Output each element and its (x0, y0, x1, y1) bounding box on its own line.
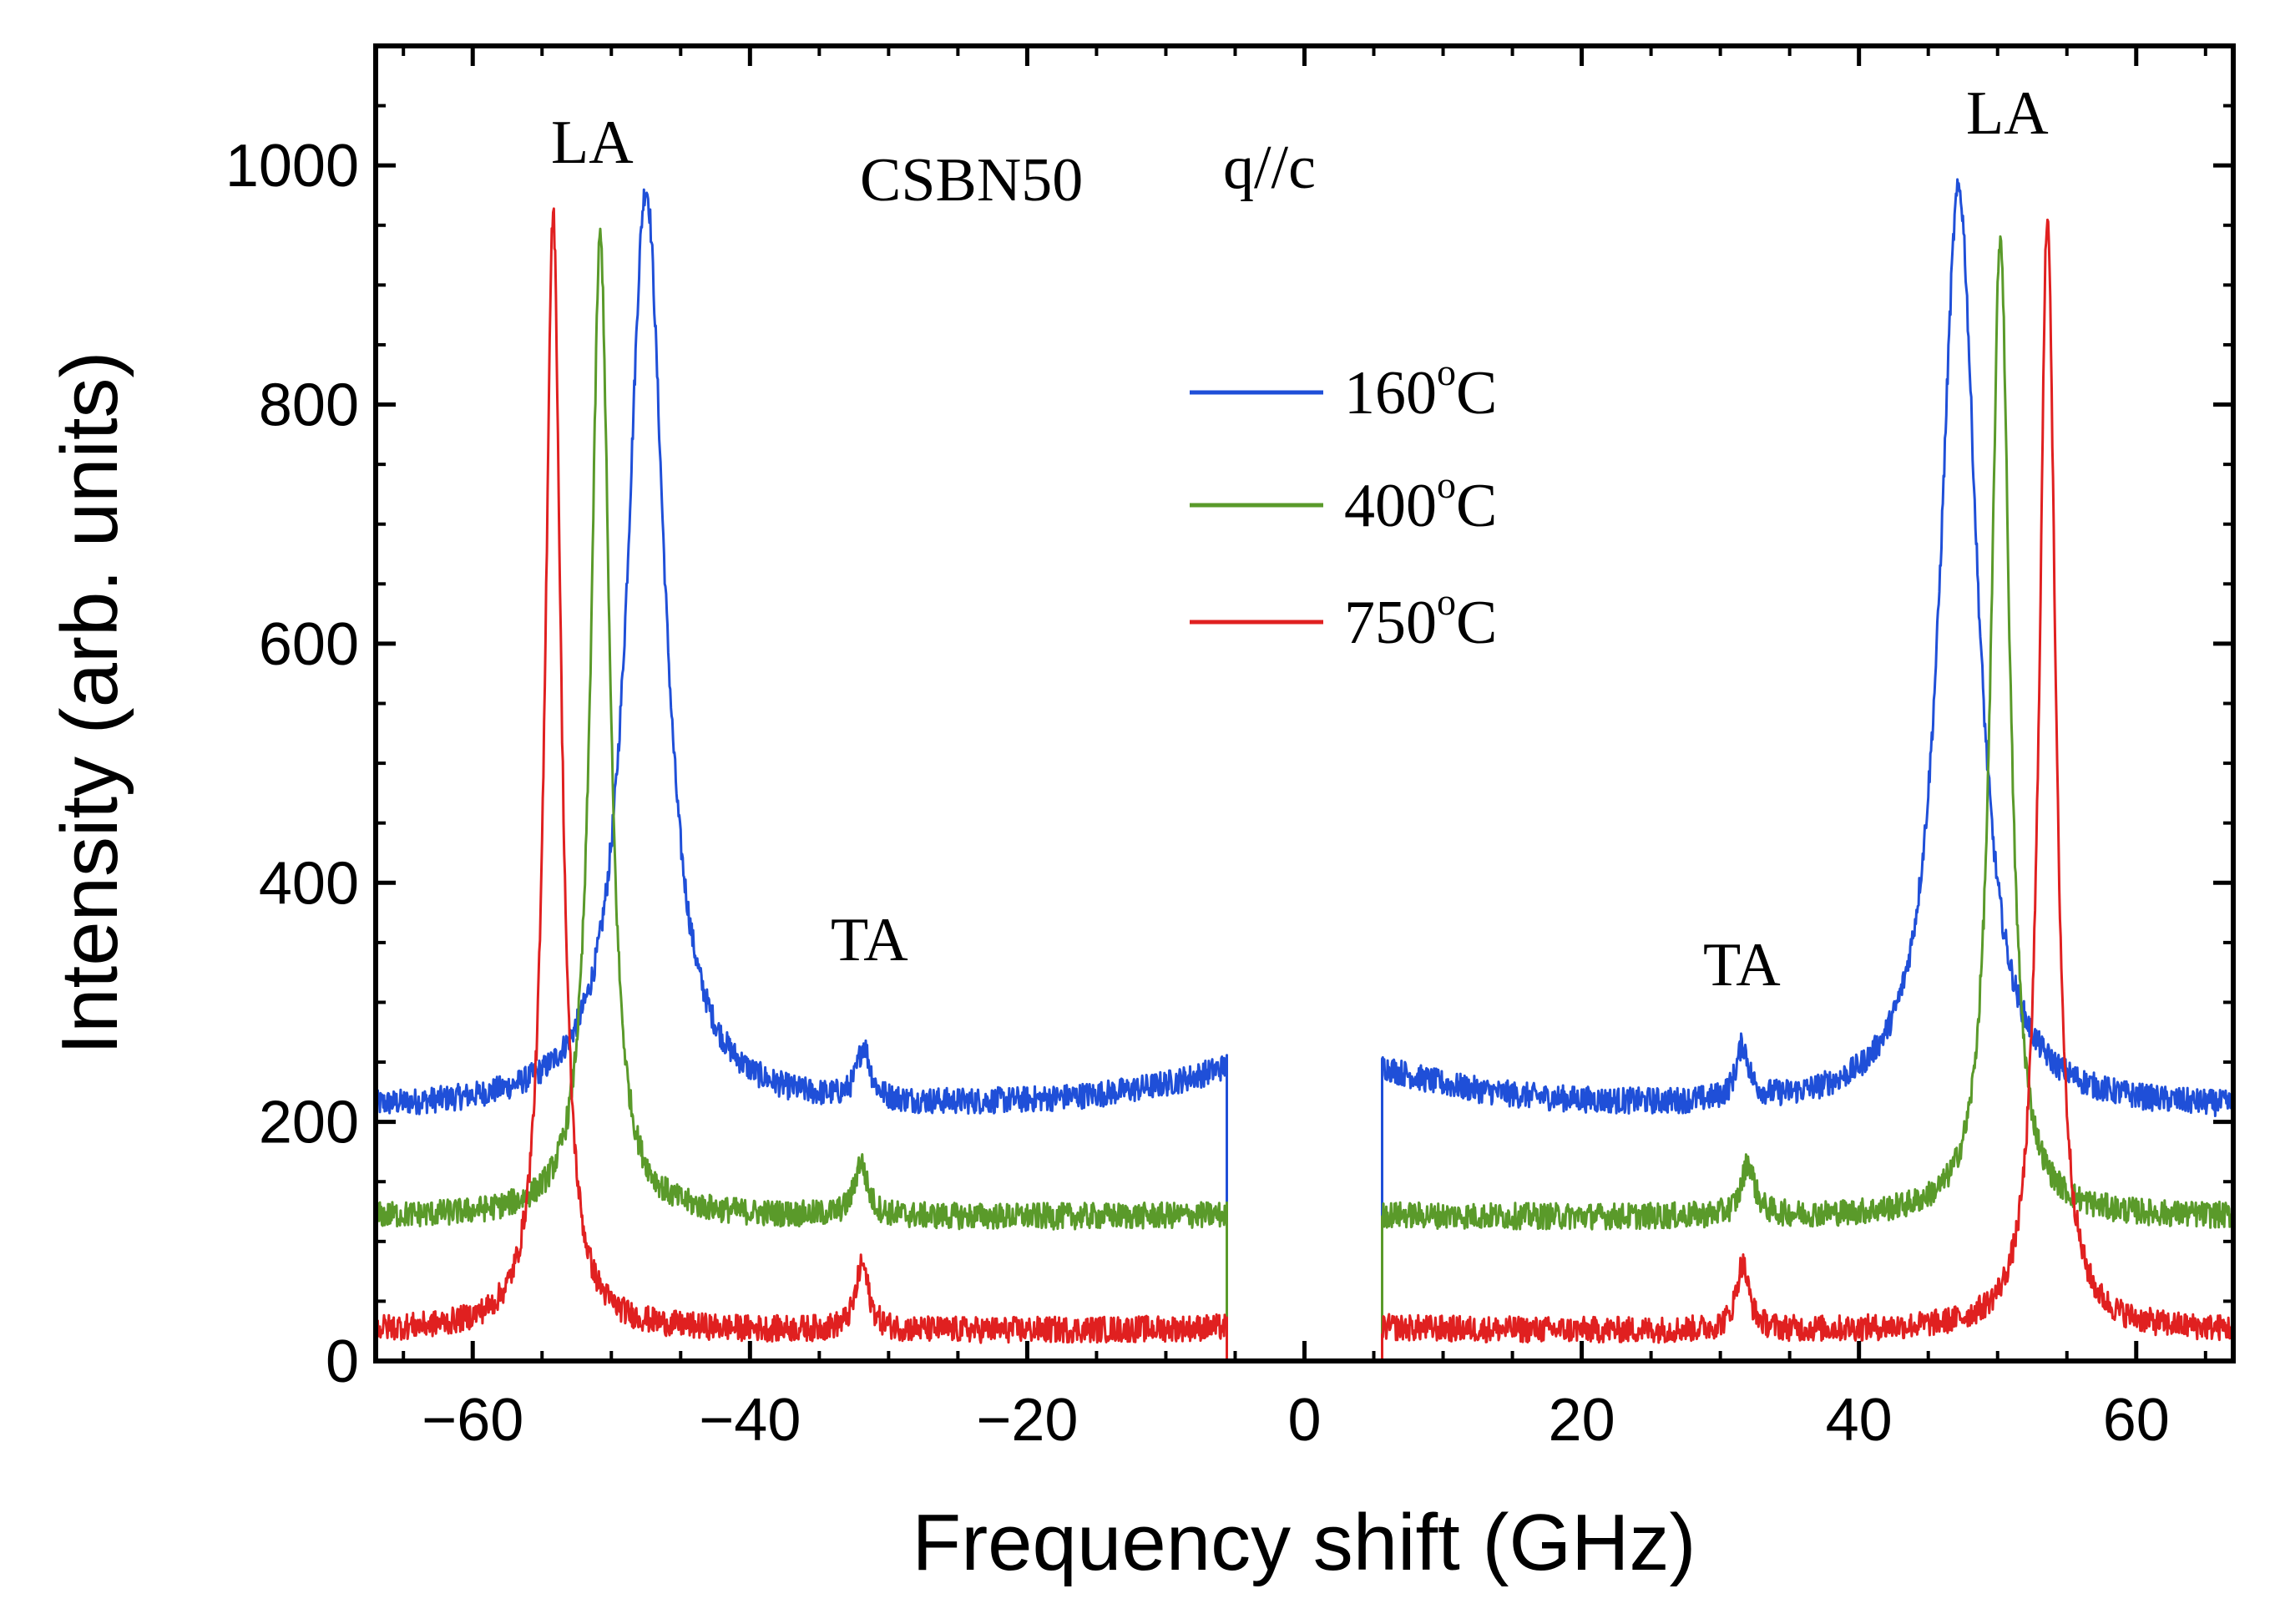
legend-label-160: 160oC (1344, 351, 1497, 428)
y-tick-label: 600 (259, 611, 359, 678)
x-tick-label: 40 (1826, 1387, 1893, 1454)
x-tick-label: 0 (1287, 1387, 1321, 1454)
y-tick-label: 0 (326, 1328, 359, 1395)
annotation-direction: q//c (1223, 134, 1316, 202)
y-tick-label: 200 (259, 1090, 359, 1156)
legend: 160oC 400oC 750oC (1190, 351, 1497, 657)
x-tick-label: 60 (2103, 1387, 2170, 1454)
annotation-la-left: LA (551, 109, 634, 177)
legend-label-750: 750oC (1344, 580, 1497, 657)
annotation-la-right: LA (1966, 79, 2049, 148)
x-tick-label: −40 (699, 1387, 801, 1454)
y-tick-labels: 0 200 400 600 800 1000 (225, 133, 359, 1395)
x-tick-label: −60 (422, 1387, 523, 1454)
x-tick-label: −20 (976, 1387, 1078, 1454)
annotation-ta-left: TA (831, 906, 908, 974)
x-tick-label: 20 (1549, 1387, 1615, 1454)
y-axis-title: Intensity (arb. units) (45, 352, 134, 1055)
plot-area (373, 43, 2236, 1363)
legend-entry-750: 750oC (1190, 580, 1497, 657)
legend-entry-160: 160oC (1190, 351, 1497, 428)
y-tick-label: 800 (259, 372, 359, 439)
legend-label-400: 400oC (1344, 463, 1497, 540)
annotation-ta-right: TA (1703, 931, 1781, 999)
legend-entry-400: 400oC (1190, 463, 1497, 540)
x-tick-labels: −60 −40 −20 0 20 40 60 (422, 1387, 2170, 1454)
ticks-layer (376, 46, 2233, 1363)
annotation-sample: CSBN50 (860, 146, 1083, 215)
y-tick-label: 1000 (225, 133, 359, 200)
x-axis-title: Frequency shift (GHz) (913, 1498, 1696, 1587)
series-layer (374, 178, 2235, 1363)
series-line-400 (374, 227, 2235, 1363)
y-tick-label: 400 (259, 850, 359, 917)
